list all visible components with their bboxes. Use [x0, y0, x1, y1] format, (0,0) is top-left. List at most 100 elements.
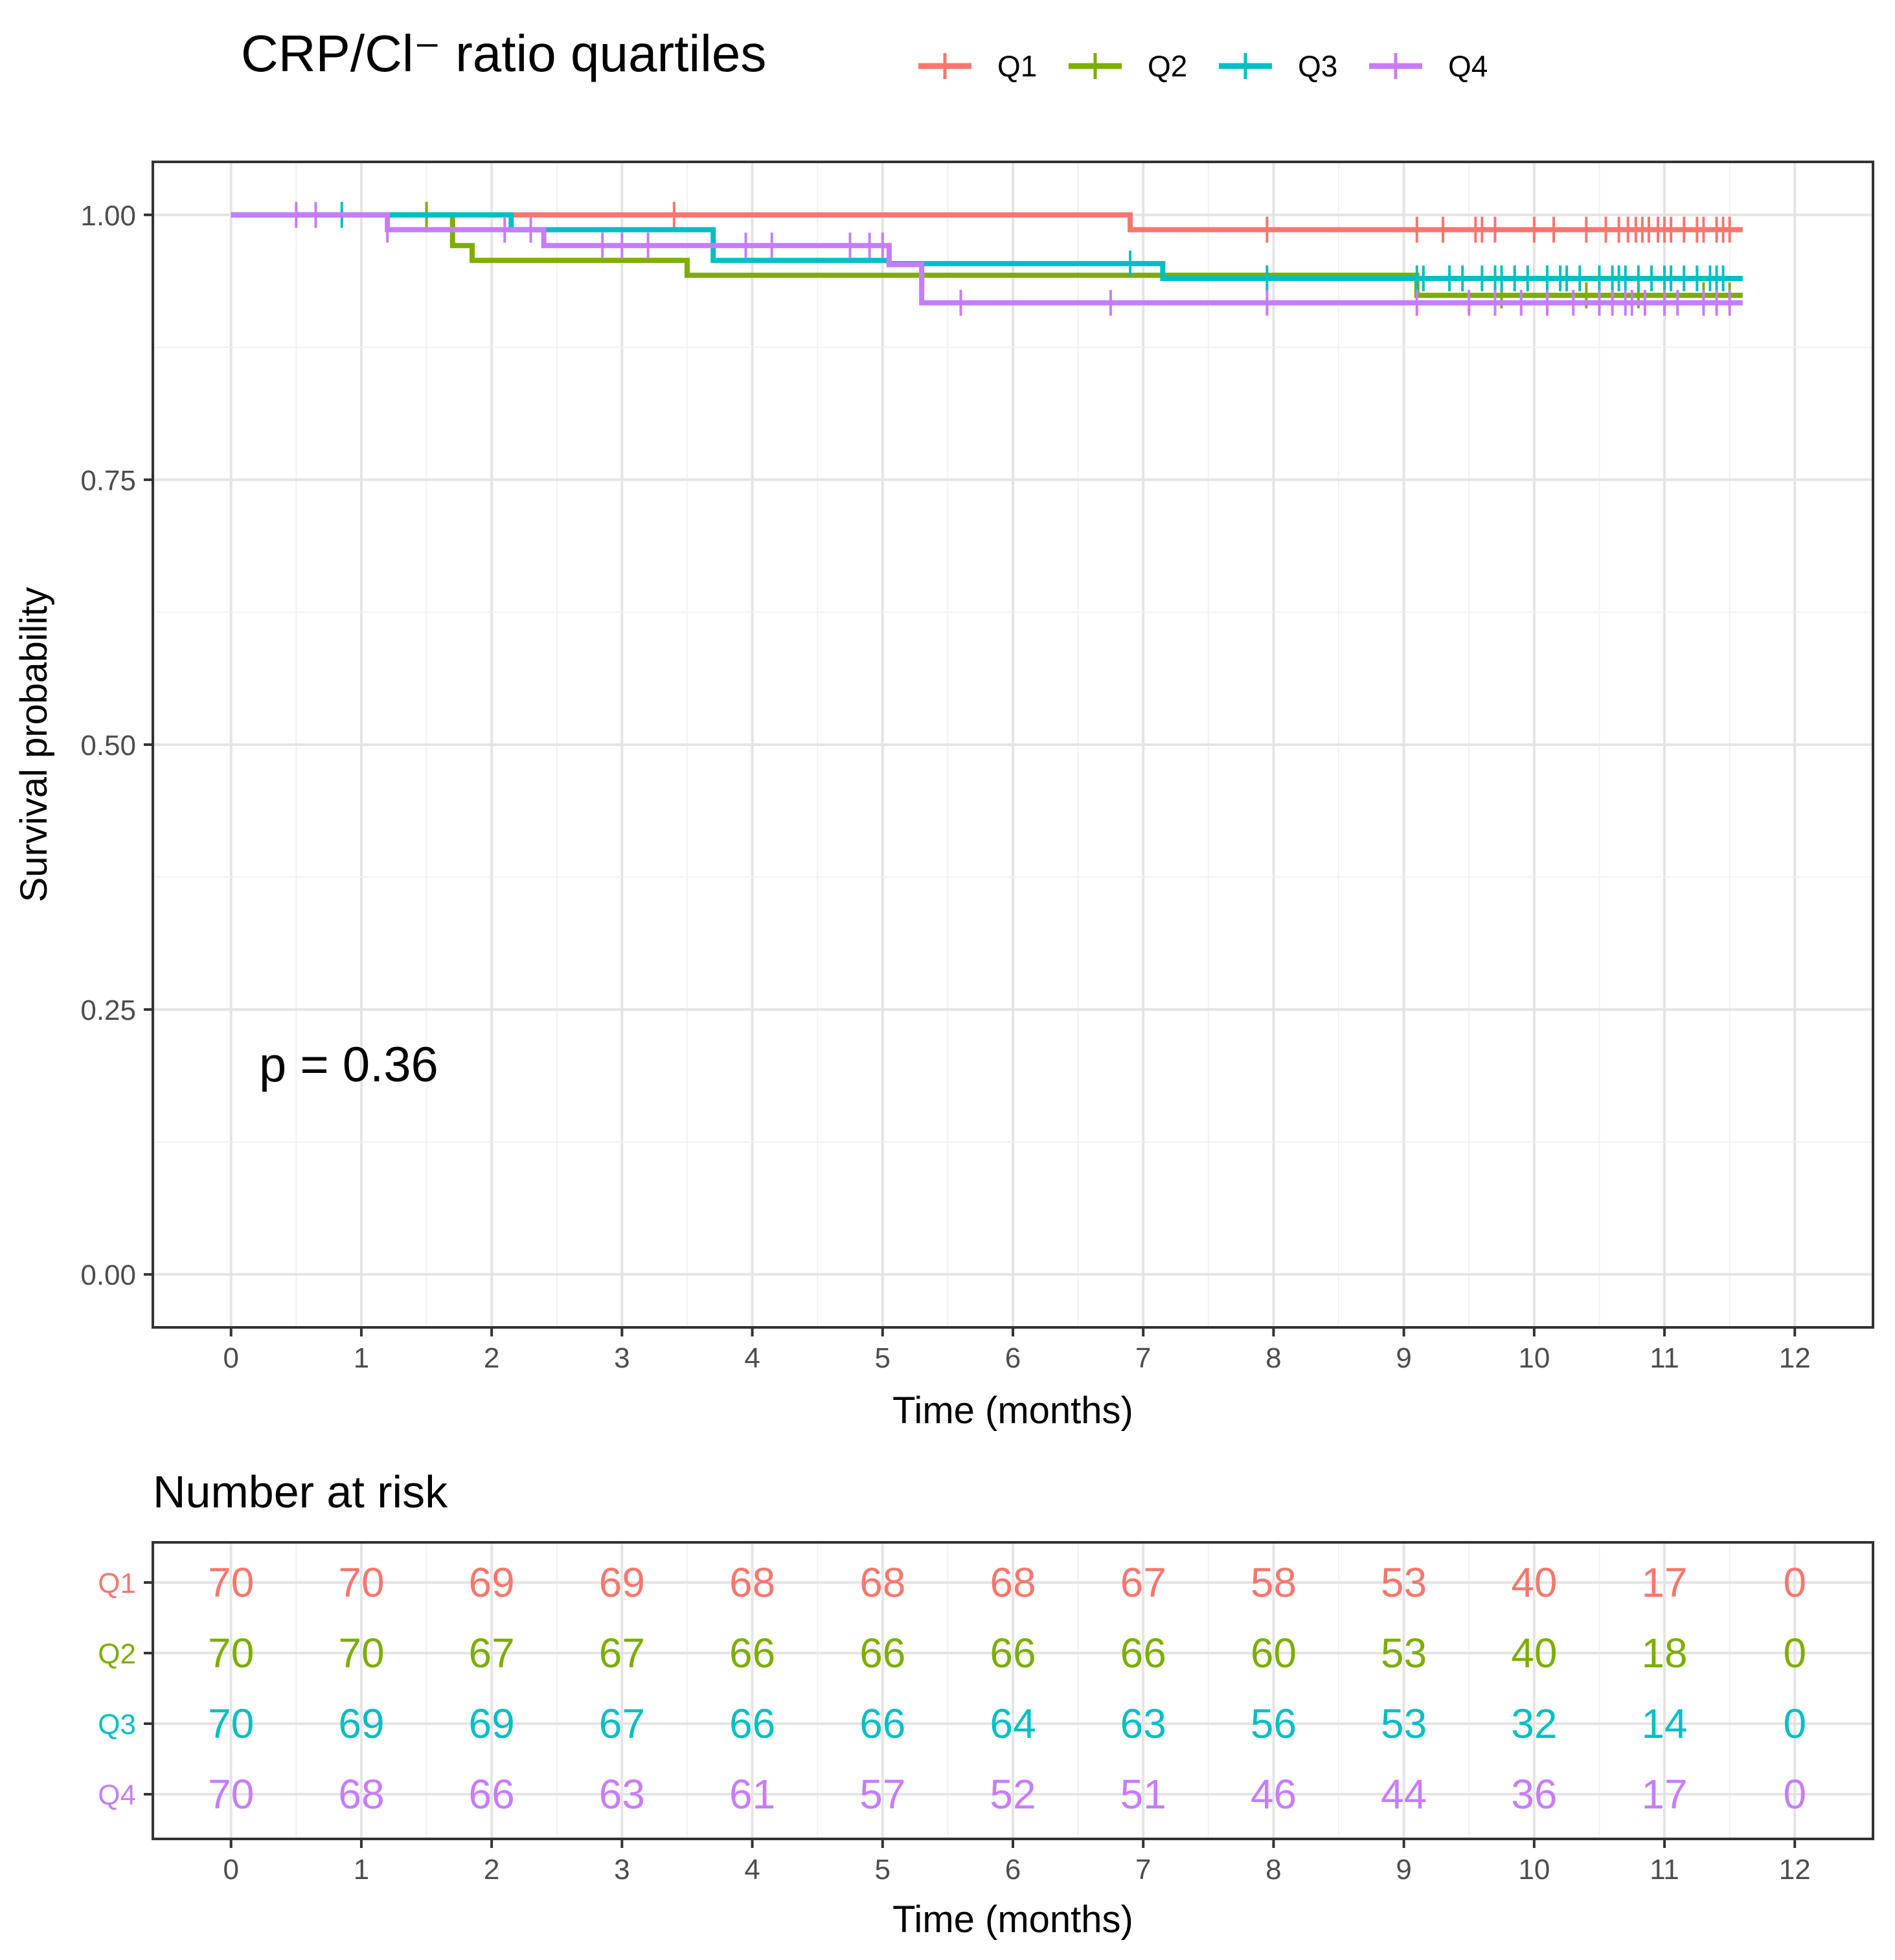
x-tick-label: 0: [223, 1342, 238, 1374]
risk-count: 66: [729, 1700, 775, 1747]
legend-item-q2: Q2: [1069, 49, 1187, 83]
plot-gridlines: [153, 162, 1873, 1327]
risk-x-tick-label: 11: [1650, 1854, 1679, 1886]
x-tick-label: 4: [744, 1342, 760, 1374]
risk-count: 69: [469, 1700, 515, 1747]
risk-count: 0: [1783, 1771, 1806, 1818]
y-tick-label: 0.00: [80, 1259, 136, 1291]
x-tick-label: 5: [875, 1342, 891, 1374]
x-tick-label: 6: [1005, 1342, 1021, 1374]
risk-count: 70: [338, 1630, 384, 1676]
x-axis-title: Time (months): [892, 1390, 1133, 1432]
risk-count: 18: [1641, 1630, 1687, 1676]
p-value-annotation: p = 0.36: [259, 1037, 438, 1092]
x-tick-label: 10: [1518, 1342, 1550, 1374]
risk-count: 63: [1120, 1700, 1166, 1747]
y-tick-label: 1.00: [80, 200, 136, 232]
risk-table: Number at risk 70 70 69 69 68 68 68 67 58 53 40 17 0…: [98, 1467, 1874, 1941]
risk-x-tick-label: 6: [1005, 1854, 1021, 1886]
x-tick-label: 1: [354, 1342, 369, 1374]
risk-count: 17: [1641, 1559, 1687, 1606]
risk-count: 53: [1381, 1700, 1427, 1747]
x-tick-label: 2: [484, 1342, 499, 1374]
risk-x-tick-label: 12: [1779, 1854, 1811, 1886]
legend-items: Q1 Q2 Q3 Q4: [918, 49, 1488, 83]
y-tick-label: 0.25: [80, 995, 136, 1026]
risk-count: 70: [208, 1630, 254, 1676]
risk-row-q4: 70 68 66 63 61 57 52 51 46 44 36 17 0: [208, 1771, 1806, 1818]
risk-row-label: Q4: [98, 1779, 136, 1811]
risk-count: 70: [208, 1700, 254, 1747]
y-axis-title: Survival probability: [13, 587, 55, 903]
risk-count: 69: [599, 1559, 645, 1606]
legend-label: Q3: [1298, 49, 1337, 83]
legend: CRP/Cl⁻ ratio quartiles Q1 Q2 Q3 Q4: [241, 25, 1488, 83]
risk-count: 68: [859, 1559, 905, 1606]
risk-table-gridlines: [153, 1542, 1873, 1839]
risk-count: 52: [990, 1771, 1036, 1818]
risk-count: 66: [1120, 1630, 1166, 1676]
legend-title: CRP/Cl⁻ ratio quartiles: [241, 25, 766, 82]
risk-table-x-axis-title: Time (months): [892, 1898, 1133, 1941]
survival-curve-q4: [231, 201, 1743, 316]
risk-count: 46: [1251, 1771, 1297, 1818]
risk-row-label: Q1: [98, 1568, 136, 1599]
risk-count: 66: [729, 1630, 775, 1676]
risk-count: 14: [1641, 1700, 1687, 1747]
risk-row-q1: 70 70 69 69 68 68 68 67 58 53 40 17 0: [208, 1559, 1806, 1606]
risk-count: 40: [1511, 1630, 1557, 1676]
risk-count: 61: [729, 1771, 775, 1818]
risk-x-tick-label: 4: [744, 1854, 760, 1886]
risk-x-tick-label: 10: [1518, 1854, 1550, 1886]
risk-count: 66: [469, 1771, 515, 1818]
risk-count: 36: [1511, 1771, 1557, 1818]
risk-x-tick-label: 3: [614, 1854, 630, 1886]
legend-item-q3: Q3: [1219, 49, 1337, 83]
risk-count: 67: [599, 1700, 645, 1747]
risk-count: 68: [338, 1771, 384, 1818]
survival-line-q3: [231, 212, 1743, 281]
risk-count: 53: [1381, 1630, 1427, 1676]
risk-count: 66: [990, 1630, 1036, 1676]
survival-curves: [231, 201, 1743, 316]
risk-count: 60: [1251, 1630, 1297, 1676]
legend-label: Q2: [1148, 49, 1187, 83]
risk-count: 56: [1251, 1700, 1297, 1747]
x-axis: 0 1 2 3 4 5 6 7 8 9 10 11 12: [223, 1327, 1811, 1374]
risk-count: 67: [469, 1630, 515, 1676]
legend-label: Q1: [997, 49, 1037, 83]
risk-count: 57: [859, 1771, 905, 1818]
risk-x-tick-label: 0: [223, 1854, 238, 1886]
legend-item-q4: Q4: [1369, 49, 1488, 83]
risk-count: 44: [1381, 1771, 1427, 1818]
risk-count: 32: [1511, 1700, 1557, 1747]
risk-count: 66: [859, 1630, 905, 1676]
risk-x-tick-label: 5: [875, 1854, 891, 1886]
risk-x-tick-label: 2: [484, 1854, 499, 1886]
risk-count: 0: [1783, 1630, 1806, 1676]
x-tick-label: 9: [1396, 1342, 1411, 1374]
risk-count: 69: [338, 1700, 384, 1747]
risk-count: 70: [338, 1559, 384, 1606]
x-tick-label: 11: [1650, 1342, 1679, 1374]
legend-label: Q4: [1448, 49, 1488, 83]
risk-count: 68: [990, 1559, 1036, 1606]
x-tick-label: 7: [1135, 1342, 1151, 1374]
risk-table-values: 70 70 69 69 68 68 68 67 58 53 40 17 0 70 70 67 67 66 66 66 6…: [208, 1559, 1806, 1818]
survival-plot: 0.000.250.500.751.00 0 1 2 3 4 5 6 7 8 9 10 11 12 p …: [13, 161, 1874, 1432]
risk-count: 69: [469, 1559, 515, 1606]
risk-count: 70: [208, 1771, 254, 1818]
risk-count: 58: [1251, 1559, 1297, 1606]
risk-count: 68: [729, 1559, 775, 1606]
risk-count: 40: [1511, 1559, 1557, 1606]
legend-item-q1: Q1: [918, 49, 1037, 83]
risk-table-x-axis: 0 1 2 3 4 5 6 7 8 9 10 11 12: [223, 1839, 1811, 1886]
risk-row-label: Q2: [98, 1638, 136, 1670]
risk-count: 67: [1120, 1559, 1166, 1606]
risk-count: 17: [1641, 1771, 1687, 1818]
y-tick-label: 0.75: [80, 465, 136, 497]
risk-table-title: Number at risk: [153, 1467, 448, 1517]
risk-x-tick-label: 9: [1396, 1854, 1411, 1886]
survival-line-q1: [231, 212, 1743, 232]
